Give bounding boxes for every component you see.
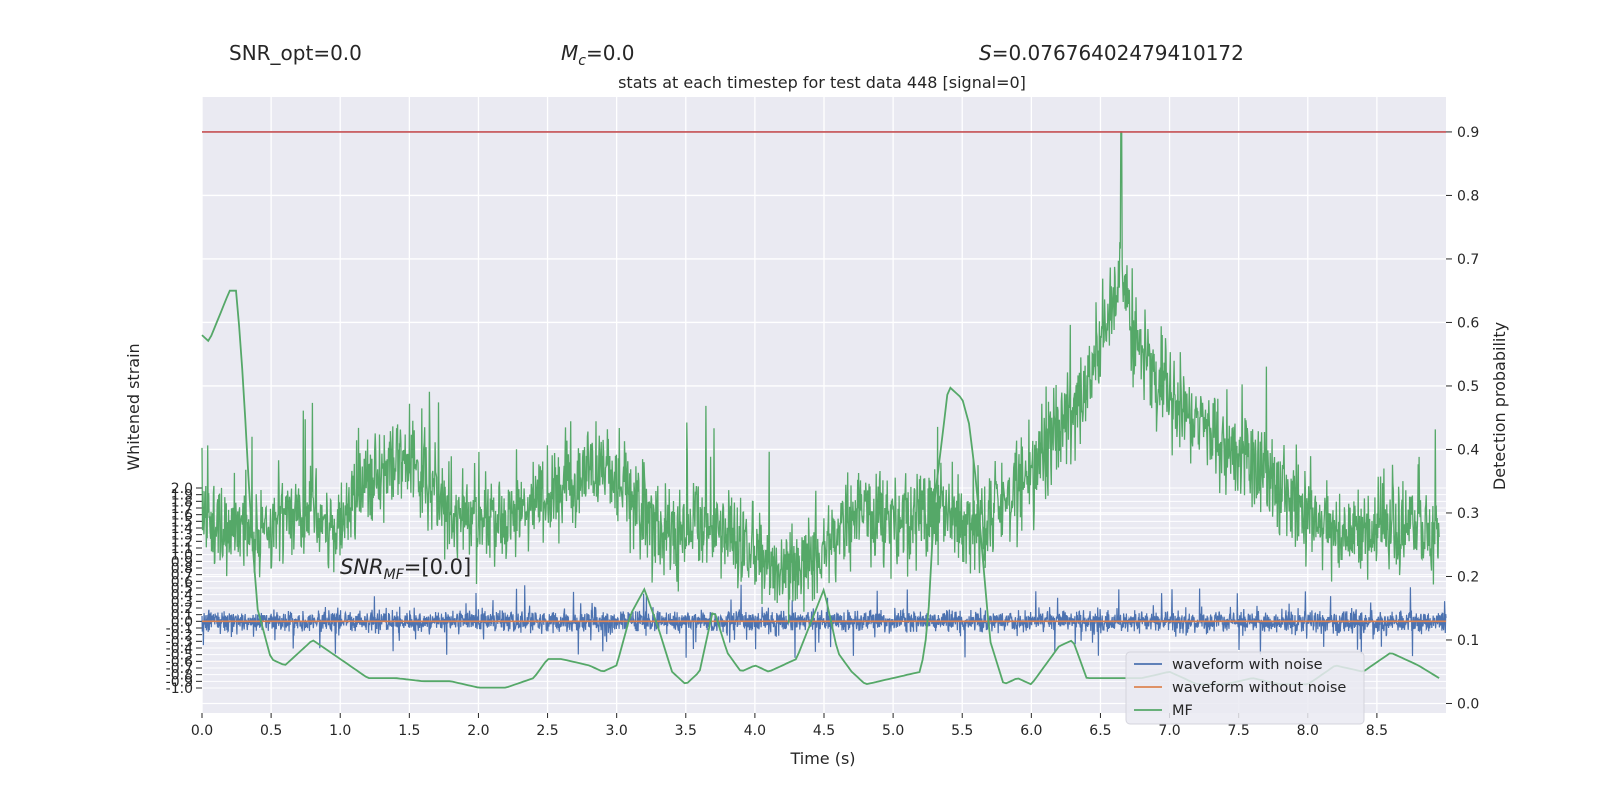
chirp-mass-label: Mc=0.0	[561, 41, 635, 69]
x-tick-label: 6.0	[1020, 723, 1042, 739]
left-tick-label: 0.5	[171, 581, 193, 597]
right-tick-label: 0.8	[1457, 188, 1479, 204]
left-tick-label: -0.4	[166, 641, 193, 657]
left-tick-label: 1.5	[171, 514, 193, 530]
x-axis-label: Time (s)	[789, 749, 855, 768]
left-tick-label: 1.9	[171, 488, 193, 504]
right-tick-label: 0.4	[1457, 442, 1479, 458]
left-tick-label: 0.3	[171, 594, 193, 610]
left-axis-label: Whitened strain	[124, 343, 143, 470]
left-tick-label: -0.7	[166, 661, 193, 677]
left-tick-label: 0.8	[171, 561, 193, 577]
left-tick-label: 1.7	[171, 501, 193, 517]
left-tick-label: 0.1	[171, 608, 193, 624]
left-tick-label: 0.4	[171, 588, 193, 604]
x-tick-label: 2.5	[536, 723, 558, 739]
right-tick-label: 0.1	[1457, 633, 1479, 649]
x-axis: 0.0 0.5 1.0 1.5 2.0 2.5 3.0 3.5 4.0 4.5 5.0 5.5 6.0 6…	[191, 713, 1388, 739]
left-tick-label: 0.0	[171, 614, 193, 630]
left-tick-label: -0.6	[166, 654, 193, 670]
right-tick-label: 0.5	[1457, 379, 1479, 395]
legend-box	[1125, 651, 1365, 725]
x-tick-label: 1.0	[329, 723, 351, 739]
right-tick-label: 0.6	[1457, 315, 1479, 331]
left-tick-label: -0.1	[166, 621, 193, 637]
right-axis: 0.0 0.1 0.2 0.3 0.4 0.5 0.6 0.7 0.8 0.9	[1446, 125, 1479, 712]
left-tick-label: -0.5	[166, 648, 193, 664]
snr-opt-label: SNR_opt=0.0	[229, 41, 362, 65]
left-tick-label: 0.9	[171, 554, 193, 570]
x-tick-label: 2.0	[467, 723, 489, 739]
chart-title: stats at each timestep for test data 448…	[618, 73, 1026, 92]
left-tick-label: -0.2	[166, 628, 193, 644]
right-tick-label: 0.3	[1457, 506, 1479, 522]
left-tick-label: 0.6	[171, 574, 193, 590]
x-tick-label: 6.5	[1089, 723, 1111, 739]
x-tick-label: 8.5	[1366, 723, 1388, 739]
left-tick-label: 1.3	[171, 528, 193, 544]
x-tick-label: 5.5	[951, 723, 973, 739]
x-tick-label: 3.0	[606, 723, 628, 739]
legend: waveform with noise waveform without nois…	[1125, 651, 1365, 725]
snr-mf-annotation: SNRMF=[0.0]	[340, 555, 471, 583]
left-tick-label: 1.0	[171, 548, 193, 564]
right-tick-label: 0.7	[1457, 252, 1479, 268]
legend-label: MF	[1172, 703, 1193, 719]
legend-label: waveform without noise	[1172, 680, 1346, 696]
x-tick-label: 1.5	[398, 723, 420, 739]
x-tick-label: 7.0	[1158, 723, 1180, 739]
left-tick-label: 1.4	[171, 521, 193, 537]
legend-label: waveform with noise	[1172, 657, 1323, 673]
right-tick-label: 0.2	[1457, 569, 1479, 585]
mf-noisy-line	[201, 131, 1440, 624]
x-tick-label: 4.5	[813, 723, 835, 739]
x-tick-label: 7.5	[1228, 723, 1250, 739]
left-tick-label: 1.8	[171, 494, 193, 510]
left-tick-label: 0.2	[171, 601, 193, 617]
left-tick-label: -0.8	[166, 668, 193, 684]
right-axis-label: Detection probability	[1490, 322, 1509, 490]
left-tick-label: 1.6	[171, 508, 193, 524]
s-score-label: S=0.07676402479410172	[979, 41, 1244, 65]
x-tick-label: 0.0	[191, 723, 213, 739]
left-tick-label: -0.3	[166, 634, 193, 650]
x-tick-label: 0.5	[260, 723, 282, 739]
left-tick-label: 2.0	[171, 481, 193, 497]
right-tick-label: 0.0	[1457, 696, 1479, 712]
left-tick-label: 0.7	[171, 568, 193, 584]
left-axis: -1.0-0.9-0.8-0.7-0.6-0.5-0.4-0.3-0.2-0.1…	[166, 481, 202, 697]
right-tick-label: 0.9	[1457, 125, 1479, 141]
x-tick-label: 4.0	[744, 723, 766, 739]
x-tick-label: 3.5	[675, 723, 697, 739]
left-tick-label: -0.9	[166, 674, 193, 690]
x-tick-label: 5.0	[882, 723, 904, 739]
x-tick-label: 8.0	[1297, 723, 1319, 739]
left-tick-label: 1.1	[171, 541, 193, 557]
left-tick-label: -1.0	[166, 681, 193, 697]
left-tick-label: 1.2	[171, 534, 193, 550]
